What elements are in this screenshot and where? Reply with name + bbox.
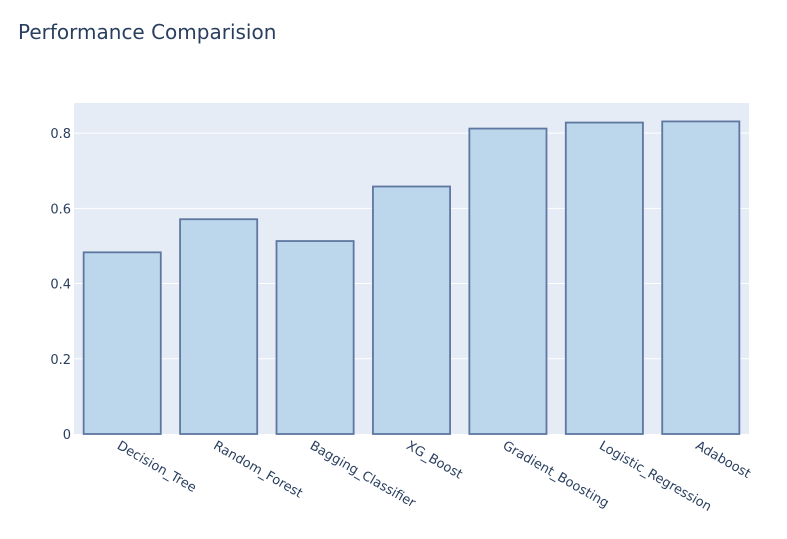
y-tick-label: 0.2 — [50, 353, 71, 368]
x-tick-label: Gradient_Boosting — [500, 438, 611, 511]
bar-adaboost — [661, 120, 741, 435]
y-axis-ticks: 0 0.2 0.4 0.6 0.8 — [50, 127, 71, 443]
bar-bagging-classifier — [275, 240, 355, 435]
x-tick-label: XG_Boost — [404, 438, 465, 482]
x-tick-label: Decision_Tree — [114, 438, 199, 495]
x-tick-label: Random_Forest — [211, 438, 305, 501]
x-axis-ticks: Decision_Tree Random_Forest Bagging_Classi… — [114, 438, 753, 515]
bar-random-forest — [179, 218, 259, 435]
bar-xg-boost — [372, 185, 451, 435]
y-tick-label: 0.4 — [50, 278, 71, 293]
bars — [82, 120, 741, 435]
x-tick-label: Adaboost — [693, 438, 753, 481]
x-tick-label: Bagging_Classifier — [307, 438, 418, 511]
y-tick-label: 0 — [63, 428, 71, 443]
y-tick-label: 0.6 — [50, 202, 71, 217]
chart-title: Performance Comparision — [18, 20, 277, 44]
bar-decision-tree — [82, 251, 162, 435]
bar-gradient-boosting — [468, 127, 548, 435]
y-tick-label: 0.8 — [50, 127, 71, 142]
bar-logistic-regression — [564, 121, 644, 435]
